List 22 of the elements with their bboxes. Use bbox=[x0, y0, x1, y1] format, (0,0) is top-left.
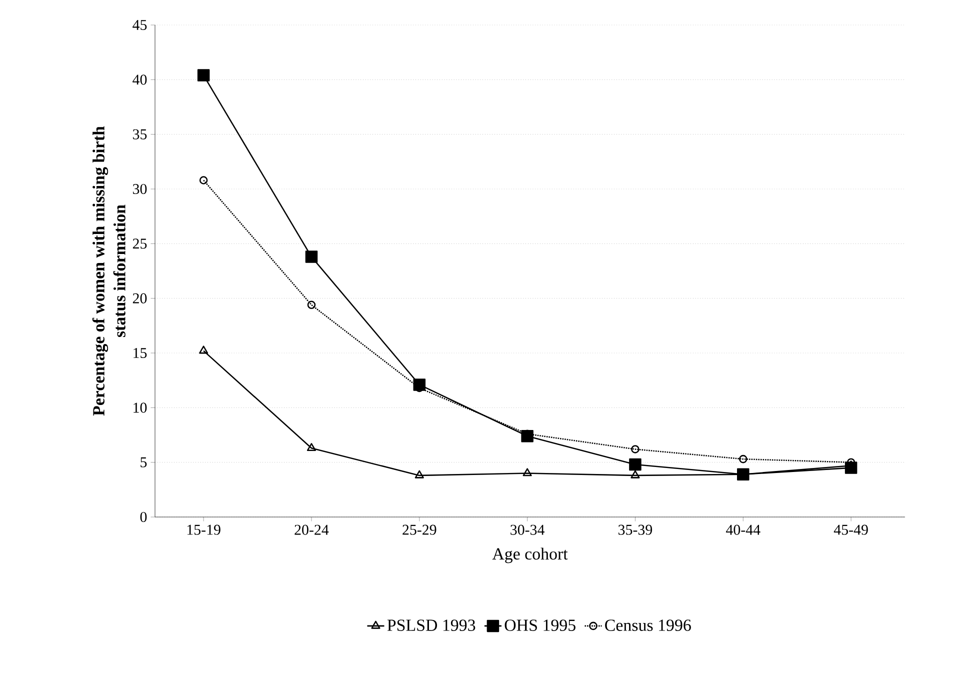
x-axis-title: Age cohort bbox=[492, 548, 568, 564]
y-tick-label: 40 bbox=[132, 74, 147, 85]
x-tick-label: 45-49 bbox=[834, 524, 868, 535]
y-tick-label: 20 bbox=[132, 293, 147, 304]
x-tick-label: 40-44 bbox=[726, 524, 760, 535]
x-tick-label: 15-19 bbox=[187, 524, 220, 535]
y-tick-label: 30 bbox=[133, 184, 147, 194]
y-tick-label: 10 bbox=[134, 402, 147, 413]
y-tick-label: 5 bbox=[140, 457, 147, 468]
x-tick-label: 35-39 bbox=[618, 524, 652, 535]
x-tick-label: 25-29 bbox=[402, 524, 436, 535]
y-tick-label: 25 bbox=[132, 238, 147, 249]
y-tick-label: 35 bbox=[133, 129, 147, 140]
x-tick-label: 20-24 bbox=[294, 524, 329, 535]
x-tick-label: 30-34 bbox=[510, 524, 544, 535]
y-tick-label: 15 bbox=[134, 348, 147, 358]
legend-label: OHS 1995 bbox=[504, 620, 576, 631]
legend-label: Census 1996 bbox=[605, 620, 691, 631]
y-tick-label: 0 bbox=[140, 512, 147, 522]
legend-label: PSLSD 1993 bbox=[387, 620, 476, 631]
y-tick-label: 45 bbox=[132, 20, 147, 30]
y-axis-title: Percentage of women with missing birth status information bbox=[92, 126, 126, 416]
